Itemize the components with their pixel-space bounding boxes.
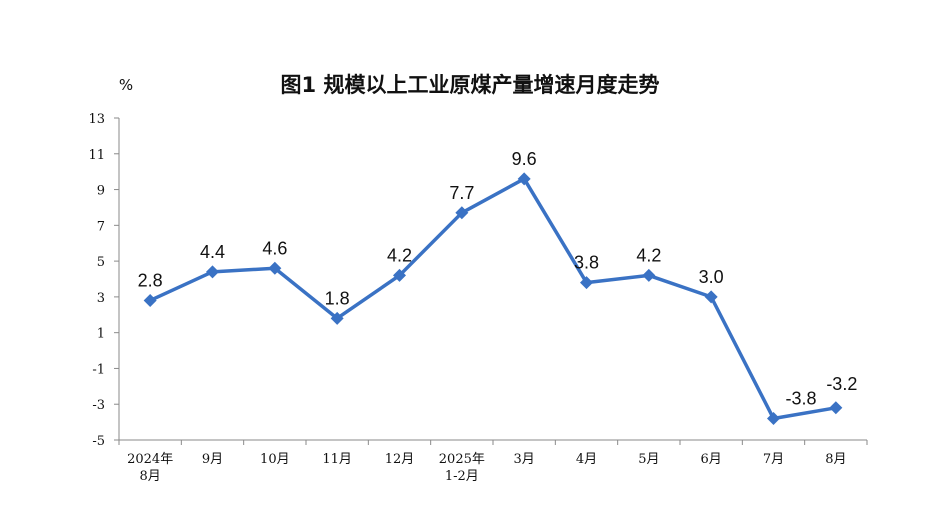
data-label: 2.8	[138, 270, 163, 290]
x-tick-label: 12月	[385, 452, 415, 467]
data-label: 7.7	[449, 183, 474, 203]
y-tick-label: 13	[88, 112, 105, 127]
series-line	[149, 177, 837, 421]
y-tick-label: 5	[97, 255, 105, 270]
x-tick-label-line: 8月	[825, 452, 846, 467]
y-axis-unit-label: %	[119, 76, 133, 94]
data-label: 9.6	[512, 149, 537, 169]
data-point-marker	[268, 261, 282, 275]
x-tick-label-line: 4月	[576, 452, 597, 467]
x-tick-label: 6月	[701, 452, 722, 467]
x-tick-label: 3月	[514, 452, 535, 467]
x-tick-label-line: 9月	[202, 452, 223, 467]
x-tick-label: 2025年 1-2月	[439, 452, 485, 484]
data-label: 4.2	[636, 245, 661, 265]
y-tick-label: -5	[92, 434, 105, 449]
y-tick-label: -3	[92, 398, 105, 413]
x-tick-label: 5月	[638, 452, 659, 467]
x-tick-label-line: 7月	[763, 452, 784, 467]
x-tick-label-line: 1-2月	[445, 469, 479, 484]
data-point-marker	[393, 268, 406, 282]
x-tick-label-line: 12月	[385, 452, 415, 467]
data-point-marker	[829, 401, 843, 415]
x-tick-label-line: 8月	[140, 469, 161, 484]
data-label: 1.8	[325, 288, 350, 308]
x-tick-label-line: 11月	[322, 452, 352, 467]
x-tick-label-line: 10月	[260, 452, 290, 467]
x-tick-label: 2024年 8月	[127, 452, 173, 484]
y-tick-label: 11	[88, 148, 105, 163]
x-tick-label: 11月	[322, 452, 352, 467]
data-label: 4.2	[387, 245, 412, 265]
x-tick-label: 7月	[763, 452, 784, 467]
x-tick-label: 10月	[260, 452, 290, 467]
data-point-marker	[580, 276, 593, 290]
x-tick-label: 9月	[202, 452, 223, 467]
x-tick-label-line: 3月	[514, 452, 535, 467]
x-tick-label: 4月	[576, 452, 597, 467]
y-tick-label: 1	[97, 327, 105, 342]
data-label: 3.0	[699, 267, 724, 287]
data-point-marker	[143, 293, 157, 307]
data-point-marker	[767, 412, 780, 426]
x-tick-label-line: 2024年	[127, 452, 173, 467]
data-point-marker	[330, 311, 344, 325]
data-label: 4.4	[200, 242, 225, 262]
data-point-marker	[206, 265, 219, 279]
y-tick-label: 9	[97, 184, 105, 199]
data-point-marker	[704, 290, 718, 304]
data-point-marker	[455, 206, 469, 220]
series-group	[143, 172, 843, 426]
data-label: 4.6	[262, 238, 287, 258]
data-labels: 2.8 4.4 4.6 1.8 4.2 7.7 9.6 3.8 4.2 3.0 -3.8 -3.2	[138, 149, 858, 409]
data-label: 3.8	[574, 253, 599, 273]
y-tick-label: 7	[97, 219, 105, 234]
data-point-marker	[642, 268, 656, 282]
x-tick-label-line: 5月	[638, 452, 659, 467]
chart-title: 图1 规模以上工业原煤产量增速月度走势	[281, 73, 660, 97]
data-point-marker	[517, 172, 531, 186]
y-tick-label: -1	[92, 362, 105, 377]
axes: 13 11 9 7 5 3 1 -1 -3 -5 2024年 8月 9月 10月 11月 12月 2025年 1-…	[88, 112, 868, 484]
x-tick-label-line: 2025年	[439, 452, 485, 467]
y-tick-label: 3	[97, 291, 105, 306]
x-tick-label: 8月	[825, 452, 846, 467]
data-label: -3.2	[826, 374, 857, 394]
x-tick-label-line: 6月	[701, 452, 722, 467]
data-label: -3.8	[786, 389, 817, 409]
